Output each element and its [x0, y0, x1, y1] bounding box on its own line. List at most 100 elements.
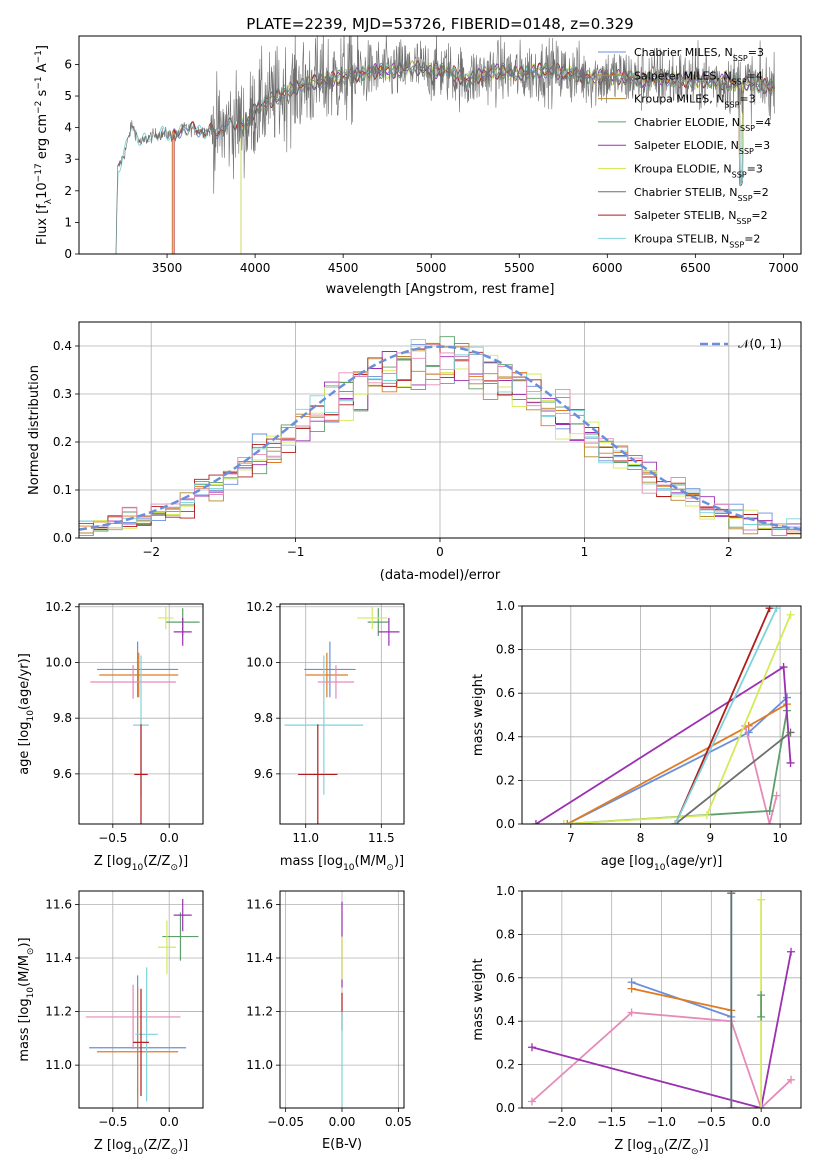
x-tick-label: 3500	[152, 261, 183, 275]
legend-nssp: =3	[739, 93, 755, 106]
x-axis-label-part: )]	[699, 1138, 709, 1153]
y-axis-label-part: 10	[26, 987, 36, 999]
y-tick-label: 11.0	[246, 1058, 273, 1072]
axes-frame	[279, 603, 405, 825]
y-tick-label: 3	[64, 152, 72, 166]
x-axis-label-part: mass [log	[280, 854, 343, 869]
plot-area	[284, 606, 400, 824]
y-axis-label-part: −1	[34, 76, 44, 89]
axes-frame	[78, 35, 802, 255]
mass-weight-line	[674, 731, 792, 824]
legend-entry: 𝒩(0, 1)	[738, 337, 782, 351]
legend-nssp: =2	[753, 186, 769, 199]
y-tick-label: 0.2	[53, 435, 72, 449]
x-axis-label: mass [log10(M/M⊙)]	[280, 854, 404, 873]
legend-series-name: Kroupa ELODIE, N	[634, 163, 732, 176]
x-tick-label: −0.5	[98, 1115, 127, 1129]
axes-frame	[279, 890, 405, 1109]
x-tick-label: 6500	[680, 261, 711, 275]
y-axis-label-part: λ	[44, 198, 54, 204]
y-axis-label-part: s	[35, 89, 50, 100]
y-tick-label: 4	[64, 121, 72, 135]
x-axis-label: wavelength [Angstrom, rest frame]	[326, 282, 555, 297]
x-tick-label: 11.5	[368, 831, 395, 845]
y-tick-label: 0	[64, 247, 72, 261]
legend-entry: Chabrier ELODIE, NSSP=4	[634, 116, 771, 132]
mass-weight-marker	[563, 820, 572, 824]
y-axis-label-part: Flux [f	[35, 204, 50, 245]
y-axis-label-part: erg cm	[35, 114, 50, 163]
y-axis-label-part: (age/yr)]	[17, 653, 32, 710]
x-axis-label-part: (M/M	[355, 854, 387, 869]
y-tick-label: 0.0	[53, 531, 72, 545]
y-tick-label: 1.0	[496, 884, 515, 898]
y-tick-label: 9.6	[254, 767, 273, 781]
mass-weight-marker	[727, 891, 736, 898]
y-axis-label: age [log10(age/yr)]	[17, 653, 36, 775]
gaussian-curve	[79, 345, 801, 531]
legend-series-name: Chabrier STELIB, N	[634, 186, 738, 199]
y-axis-label-part: −17	[34, 163, 44, 182]
axes-frame	[78, 890, 204, 1109]
spectrum-series-line	[171, 60, 775, 254]
y-tick-label: 6	[64, 57, 72, 71]
y-tick-label: 10.2	[246, 600, 273, 614]
legend-series-name: Kroupa STELIB, N	[634, 232, 729, 245]
chart-age-vs-mass: 11.0 11.5 9.6 9.8 10.0 10.2 mass [log10(M/M⊙)]	[246, 600, 405, 873]
x-axis-label-part: (age/yr)]	[665, 854, 722, 869]
x-axis-label-part: 10	[343, 863, 355, 873]
x-axis-label-part: 10	[654, 863, 666, 873]
y-tick-label: 11.4	[45, 951, 72, 965]
panels: 3500 4000 4500 5000 5500 6000 6500 7000 0 1 2 3 4 5 6 C…	[17, 35, 802, 1157]
mass-weight-marker	[757, 895, 766, 904]
legend-nssp: =3	[747, 163, 763, 176]
axes-frame	[521, 890, 802, 1109]
legend-nssp: =2	[744, 232, 760, 245]
axes-frame	[78, 603, 204, 825]
x-axis-label-part: ⊙	[691, 1147, 699, 1157]
mass-weight-marker	[559, 820, 568, 824]
legend-nssp: =2	[751, 209, 767, 222]
x-tick-label: −0.5	[697, 1115, 726, 1129]
y-tick-label: 10.0	[45, 655, 72, 669]
mass-weight-marker	[702, 811, 711, 820]
y-tick-label: 0.4	[496, 730, 515, 744]
legend-nssp: =3	[754, 139, 770, 152]
x-tick-label: 8	[637, 831, 645, 845]
spectrum-series-line	[171, 60, 776, 254]
x-tick-label: 0.0	[160, 831, 179, 845]
legend-sub: SSP	[732, 77, 747, 86]
y-axis-label-part: ]	[35, 45, 50, 50]
spectrum-data-line	[115, 36, 775, 254]
x-tick-label: 0.05	[385, 1115, 412, 1129]
y-tick-label: 5	[64, 89, 72, 103]
x-axis-label-part: ⊙	[386, 863, 394, 873]
legend-sub: SSP	[738, 193, 753, 202]
legend-series-name: Kroupa MILES, N	[634, 93, 724, 106]
y-tick-label: 9.6	[53, 767, 72, 781]
y-axis-label-part: (M/M	[17, 955, 32, 987]
legend-sub: SSP	[739, 147, 754, 156]
x-axis-label-part: 10	[652, 1147, 664, 1157]
legend-entry: Kroupa STELIB, NSSP=2	[634, 232, 760, 249]
x-axis-label-part: (Z/Z	[664, 1138, 691, 1153]
y-tick-label: 2	[64, 184, 72, 198]
y-tick-label: 11.4	[246, 951, 273, 965]
y-tick-label: 9.8	[53, 711, 72, 725]
mass-weight-line	[674, 607, 778, 824]
mass-weight-marker	[531, 820, 540, 824]
chart-residuals: −2 −1 0 1 2 0.0 0.1 0.2 0.3 0.4 𝒩(0, 1) (data-model…	[27, 321, 802, 583]
mass-weight-line	[531, 951, 792, 1108]
legend-nssp: =3	[748, 46, 764, 59]
mass-weight-marker	[779, 663, 788, 672]
y-tick-label: 0.8	[496, 927, 515, 941]
y-axis-label-part: −1	[34, 50, 44, 63]
legend-series-name: Salpeter ELODIE, N	[634, 139, 739, 152]
y-tick-label: 11.2	[246, 1005, 273, 1019]
y-tick-label: 11.2	[45, 1005, 72, 1019]
x-axis-label: age [log10(age/yr)]	[601, 854, 723, 873]
legend-series-name: Chabrier MILES, N	[634, 46, 733, 59]
x-axis-label-part: (Z/Z	[143, 854, 170, 869]
mass-weight-line	[563, 614, 792, 824]
